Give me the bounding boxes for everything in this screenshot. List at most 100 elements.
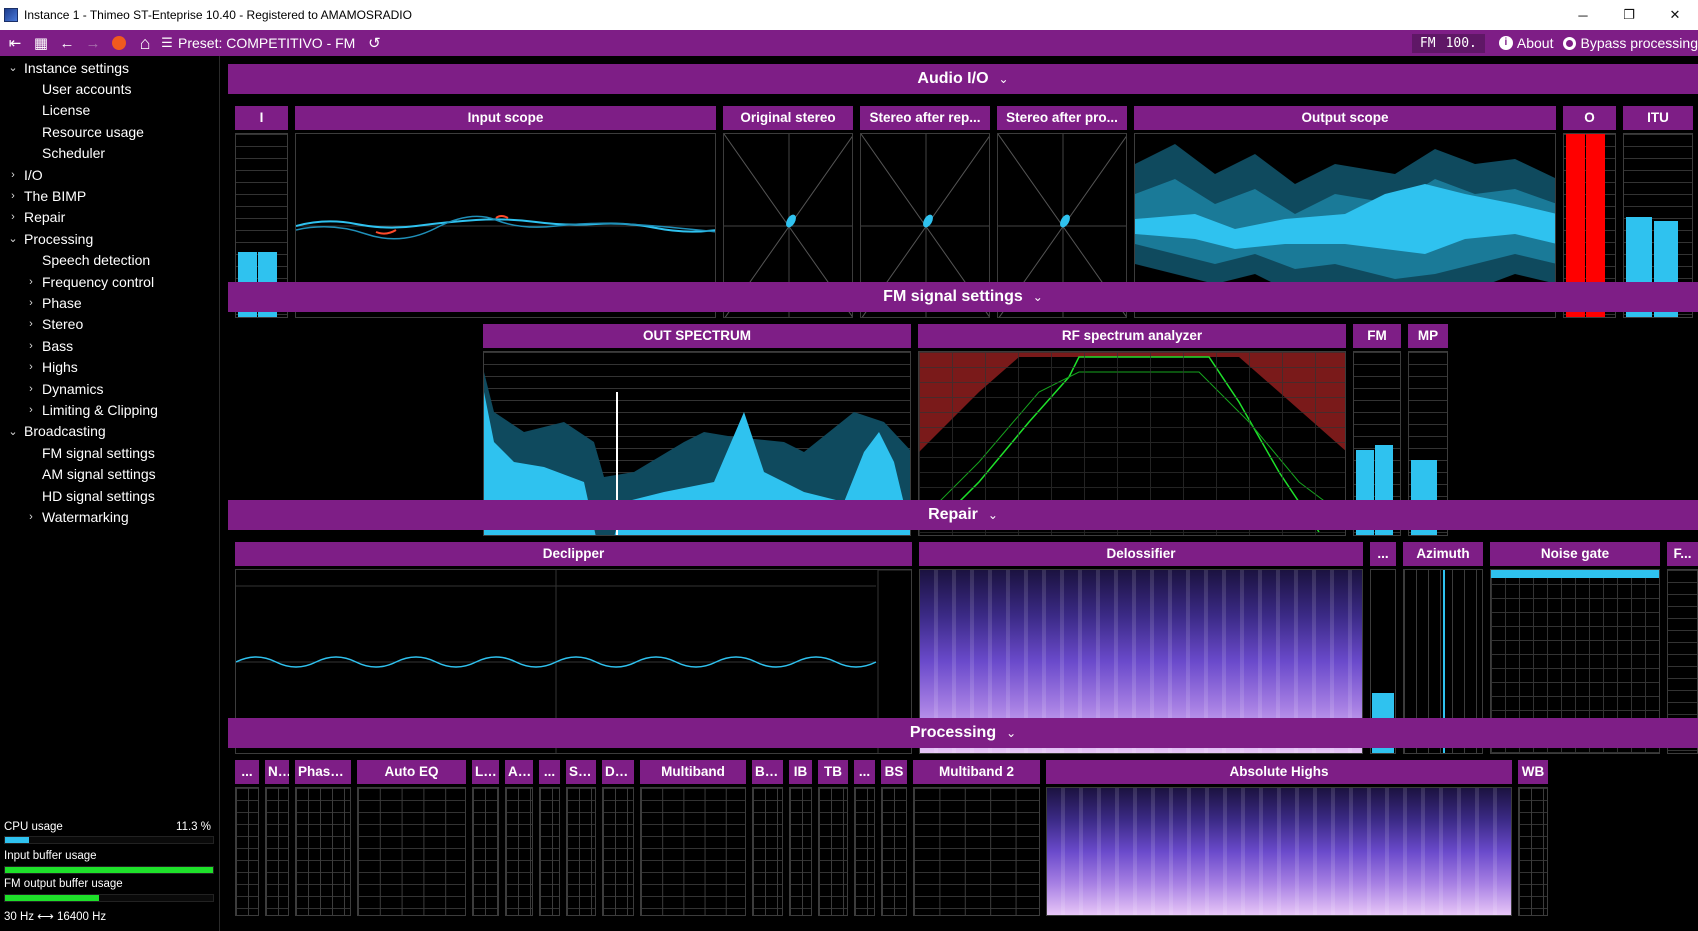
close-button[interactable]: ✕ bbox=[1669, 7, 1681, 22]
processing-panel[interactable]: Nat... bbox=[265, 760, 289, 916]
sidebar-item-repair[interactable]: › Repair bbox=[0, 207, 219, 228]
bypass-button[interactable]: Bypass processing bbox=[1563, 35, 1698, 51]
sidebar-item-speech-detection[interactable]: Speech detection bbox=[0, 250, 219, 271]
processing-panel[interactable]: Multiband bbox=[640, 760, 746, 916]
panel-title: BS bbox=[881, 760, 907, 784]
panel-title: OUT SPECTRUM bbox=[483, 324, 911, 348]
panel-title: F... bbox=[1667, 542, 1698, 566]
processing-panel[interactable]: Phase ... bbox=[295, 760, 351, 916]
processing-panel[interactable]: Del... bbox=[602, 760, 634, 916]
forward-icon[interactable]: → bbox=[85, 34, 101, 52]
sidebar-item-highs[interactable]: › Highs bbox=[0, 356, 219, 377]
sidebar-item-instance-settings[interactable]: ⌄ Instance settings bbox=[0, 57, 219, 78]
processing-panel[interactable]: Multiband 2 bbox=[913, 760, 1040, 916]
sidebar-item-label: Broadcasting bbox=[24, 423, 106, 440]
sidebar-item-resource-usage[interactable]: Resource usage bbox=[0, 121, 219, 142]
processing-panel[interactable]: BS bbox=[881, 760, 907, 916]
sidebar-item-am-signal-settings[interactable]: AM signal settings bbox=[0, 463, 219, 484]
processing-panel[interactable]: Auto EQ bbox=[357, 760, 466, 916]
panel-title: Multiband bbox=[640, 760, 746, 784]
panel-title: Original stereo bbox=[723, 106, 853, 130]
chevron-down-icon[interactable]: ⌄ bbox=[8, 62, 18, 75]
preset-list-icon[interactable]: ☰ bbox=[161, 35, 173, 50]
processing-panel[interactable]: BEQ bbox=[752, 760, 783, 916]
processing-panel[interactable]: AGC bbox=[505, 760, 533, 916]
chevron-right-icon[interactable]: › bbox=[29, 510, 33, 523]
processing-panel[interactable]: ... bbox=[854, 760, 875, 916]
nav-tree: ⌄ Instance settings User accounts License Re… bbox=[0, 56, 219, 528]
sidebar-item-phase[interactable]: › Phase bbox=[0, 292, 219, 313]
chevron-right-icon[interactable]: › bbox=[29, 382, 33, 395]
sidebar-item-dynamics[interactable]: › Dynamics bbox=[0, 378, 219, 399]
chevron-right-icon[interactable]: › bbox=[29, 361, 33, 374]
chevron-right-icon[interactable]: › bbox=[29, 296, 33, 309]
panel-title: FM bbox=[1353, 324, 1401, 348]
sidebar-item-scheduler[interactable]: Scheduler bbox=[0, 143, 219, 164]
grid-view-icon[interactable]: ▦ bbox=[33, 35, 49, 52]
chevron-right-icon[interactable]: › bbox=[11, 168, 15, 181]
output-scope-waveform bbox=[1135, 144, 1555, 304]
chevron-right-icon[interactable]: › bbox=[29, 403, 33, 416]
processing-panel[interactable]: ... bbox=[235, 760, 259, 916]
panel-title: Phase ... bbox=[295, 760, 351, 784]
back-icon[interactable]: ← bbox=[59, 34, 75, 52]
sidebar-item-bass[interactable]: › Bass bbox=[0, 335, 219, 356]
chevron-right-icon[interactable]: › bbox=[29, 318, 33, 331]
first-page-icon[interactable]: ⇤ bbox=[8, 35, 22, 52]
sidebar-item-fm-signal-settings[interactable]: FM signal settings bbox=[0, 442, 219, 463]
preset-label[interactable]: Preset: COMPETITIVO - FM bbox=[178, 35, 356, 51]
sidebar-item-stereo[interactable]: › Stereo bbox=[0, 314, 219, 335]
chevron-right-icon[interactable]: › bbox=[29, 275, 33, 288]
restore-button[interactable]: ❐ bbox=[1623, 7, 1635, 22]
meter-bar-right bbox=[1586, 134, 1605, 317]
chevron-down-icon[interactable]: ⌄ bbox=[8, 233, 18, 246]
section-processing[interactable]: Processing ⌄ bbox=[228, 718, 1698, 748]
main-content: Audio I/O ⌄ I Input scope Original stere… bbox=[228, 56, 1698, 931]
sidebar-item-label: Scheduler bbox=[42, 145, 106, 162]
chevron-right-icon[interactable]: › bbox=[11, 190, 15, 203]
sidebar-item-i-o[interactable]: › I/O bbox=[0, 164, 219, 185]
freq-low: 30 Hz bbox=[4, 911, 35, 923]
minimize-button[interactable]: ─ bbox=[1578, 7, 1588, 23]
sidebar-item-label: Limiting & Clipping bbox=[42, 401, 158, 418]
sidebar-item-label: Instance settings bbox=[24, 59, 130, 76]
home-icon[interactable]: ⌂ bbox=[139, 32, 151, 53]
bypass-radio-icon bbox=[1563, 36, 1577, 50]
section-fm-signal-settings[interactable]: FM signal settings ⌄ bbox=[228, 282, 1698, 312]
processing-panel[interactable]: WB bbox=[1518, 760, 1548, 916]
processing-panel[interactable]: Absolute Highs bbox=[1046, 760, 1512, 916]
sidebar-item-the-bimp[interactable]: › The BIMP bbox=[0, 185, 219, 206]
processing-panel[interactable]: ... bbox=[539, 760, 560, 916]
bypass-label: Bypass processing bbox=[1580, 35, 1698, 51]
sidebar-item-label: Resource usage bbox=[42, 123, 144, 140]
sidebar-item-frequency-control[interactable]: › Frequency control bbox=[0, 271, 219, 292]
panel-title: LLB bbox=[472, 760, 499, 784]
sidebar-item-processing[interactable]: ⌄ Processing bbox=[0, 228, 219, 249]
about-button[interactable]: i About bbox=[1498, 35, 1553, 51]
processing-panel[interactable]: TB bbox=[818, 760, 848, 916]
sidebar-item-label: Watermarking bbox=[42, 508, 129, 525]
processing-panel[interactable]: LLB bbox=[472, 760, 499, 916]
panel-title: I bbox=[235, 106, 288, 130]
sidebar-item-license[interactable]: License bbox=[0, 100, 219, 121]
sidebar-item-limiting-clipping[interactable]: › Limiting & Clipping bbox=[0, 399, 219, 420]
reset-preset-icon[interactable]: ↺ bbox=[368, 35, 381, 52]
sidebar-item-label: FM signal settings bbox=[42, 444, 155, 461]
panel-title: AGC bbox=[505, 760, 533, 784]
section-repair[interactable]: Repair ⌄ bbox=[228, 500, 1698, 530]
processing-panel[interactable]: Ster... bbox=[566, 760, 596, 916]
sidebar-item-user-accounts[interactable]: User accounts bbox=[0, 78, 219, 99]
info-icon: i bbox=[1498, 36, 1513, 50]
processing-panel[interactable]: IB bbox=[789, 760, 812, 916]
panel-title: Delossifier bbox=[919, 542, 1363, 566]
panel-title: Auto EQ bbox=[357, 760, 466, 784]
chevron-right-icon[interactable]: › bbox=[11, 211, 15, 224]
sidebar-item-hd-signal-settings[interactable]: HD signal settings bbox=[0, 485, 219, 506]
section-audio-io[interactable]: Audio I/O ⌄ bbox=[228, 64, 1698, 94]
sidebar-item-broadcasting[interactable]: ⌄ Broadcasting bbox=[0, 421, 219, 442]
sidebar-item-watermarking[interactable]: › Watermarking bbox=[0, 506, 219, 527]
processing-view bbox=[854, 787, 875, 916]
chevron-right-icon[interactable]: › bbox=[29, 339, 33, 352]
chevron-down-icon[interactable]: ⌄ bbox=[8, 425, 18, 438]
power-icon[interactable] bbox=[106, 30, 132, 56]
